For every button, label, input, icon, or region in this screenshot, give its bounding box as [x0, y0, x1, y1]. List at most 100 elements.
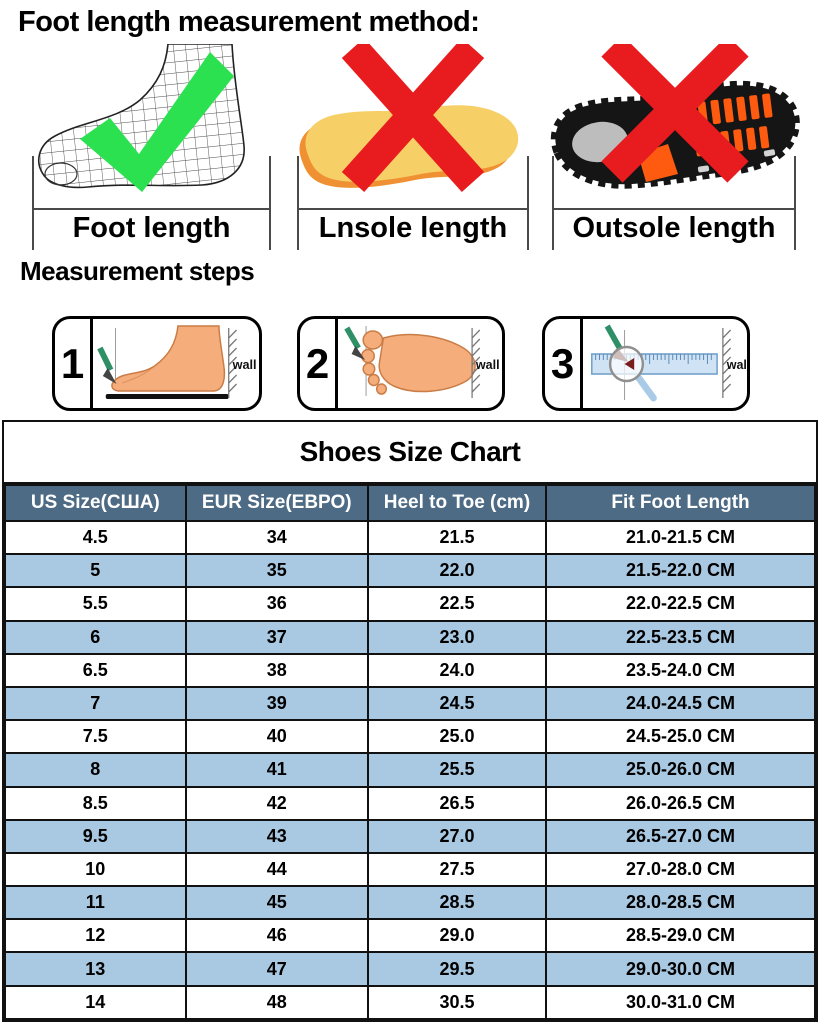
table-cell: 5.5	[4, 586, 187, 622]
panel-label: Lnsole length	[318, 212, 508, 244]
table-cell: 22.0	[366, 553, 548, 589]
column-header: Heel to Toe (cm)	[366, 484, 548, 522]
table-cell: 38	[184, 652, 369, 688]
panel-label: Outsole length	[572, 212, 776, 244]
table-cell: 34	[184, 519, 369, 556]
table-row: 7 39 24.5 24.0-24.5 CM	[4, 685, 816, 722]
dimension-line	[552, 208, 796, 210]
dimension-line	[527, 156, 529, 250]
step-1: 1 wall	[52, 316, 262, 411]
table-cell: 21.5	[366, 519, 548, 556]
table-row: 10 44 27.5 27.0-28.0 CM	[4, 851, 816, 888]
wall-hatch	[722, 328, 732, 398]
table-row: 6 37 23.0 22.5-23.5 CM	[4, 619, 816, 655]
table-row: 8 41 25.5 25.0-26.0 CM	[4, 752, 816, 788]
table-cell: 28.5	[366, 885, 548, 921]
table-cell: 11	[4, 885, 187, 921]
table-cell: 30.0-31.0 CM	[545, 984, 816, 1021]
section-title-method: Foot length measurement method:	[18, 6, 480, 38]
table-cell: 25.5	[366, 752, 548, 788]
table-cell: 40	[184, 719, 369, 755]
table-cell: 26.0-26.5 CM	[545, 785, 816, 821]
table-cell: 28.5-29.0 CM	[545, 918, 816, 954]
table-cell: 24.0-24.5 CM	[545, 685, 816, 722]
step-number: 3	[545, 319, 583, 408]
table-row: 13 47 29.5 29.0-30.0 CM	[4, 951, 816, 987]
table-cell: 26.5	[366, 785, 548, 821]
table-cell: 22.5	[366, 586, 548, 622]
foot-side-illustration	[111, 325, 226, 392]
table-cell: 22.0-22.5 CM	[545, 586, 816, 622]
table-row: 11 45 28.5 28.0-28.5 CM	[4, 885, 816, 921]
dimension-line	[297, 208, 529, 210]
table-cell: 28.0-28.5 CM	[545, 885, 816, 921]
table-cell: 13	[4, 951, 187, 987]
table-row: 12 46 29.0 28.5-29.0 CM	[4, 918, 816, 954]
table-cell: 39	[184, 685, 369, 722]
dimension-line	[269, 156, 271, 250]
table-row: 6.5 38 24.0 23.5-24.0 CM	[4, 652, 816, 688]
table-cell: 8	[4, 752, 187, 788]
table-cell: 23.5-24.0 CM	[545, 652, 816, 688]
table-cell: 21.0-21.5 CM	[545, 519, 816, 556]
table-row: 14 48 30.5 30.0-31.0 CM	[4, 984, 816, 1021]
panel-foot-length: Foot length	[28, 44, 275, 250]
dimension-line	[794, 156, 796, 250]
wall-hatch	[471, 328, 481, 398]
table-cell: 35	[184, 553, 369, 589]
table-cell: 48	[184, 984, 369, 1021]
table-cell: 27.0-28.0 CM	[545, 851, 816, 888]
step-1-illustration: wall	[96, 320, 258, 407]
table-row: 8.5 42 26.5 26.0-26.5 CM	[4, 785, 816, 821]
magnifier-icon	[608, 345, 657, 402]
dimension-line	[297, 156, 299, 250]
section-title-steps: Measurement steps	[20, 256, 255, 286]
table-cell: 25.0-26.0 CM	[545, 752, 816, 788]
step-number: 1	[55, 319, 93, 408]
panel-label: Foot length	[72, 212, 231, 244]
table-row: 7.5 40 25.0 24.5-25.0 CM	[4, 719, 816, 755]
table-cell: 27.5	[366, 851, 548, 888]
table-row: 5 35 22.0 21.5-22.0 CM	[4, 553, 816, 589]
table-cell: 43	[184, 818, 369, 854]
insole-illustration	[293, 44, 533, 204]
panel-insole-length: Lnsole length	[293, 44, 533, 250]
table-cell: 25.0	[366, 719, 548, 755]
foot-top-illustration	[361, 330, 476, 395]
wall-label: wall	[726, 357, 746, 372]
table-row: 5.5 36 22.5 22.0-22.5 CM	[4, 586, 816, 622]
table-cell: 22.5-23.5 CM	[545, 619, 816, 655]
column-header: EUR Size(ЕВРО)	[184, 484, 369, 522]
table-cell: 37	[184, 619, 369, 655]
table-cell: 42	[184, 785, 369, 821]
size-table: US Size(США) EUR Size(ЕВРО) Heel to Toe (c…	[4, 484, 816, 1021]
table-cell: 7.5	[4, 719, 187, 755]
table-cell: 23.0	[366, 619, 548, 655]
dimension-line	[552, 156, 554, 250]
step-2: 2 wall	[297, 316, 505, 411]
table-cell: 29.0-30.0 CM	[545, 951, 816, 987]
table-cell: 7	[4, 685, 187, 722]
table-cell: 21.5-22.0 CM	[545, 553, 816, 589]
step-3: 3	[542, 316, 750, 411]
table-cell: 6	[4, 619, 187, 655]
table-cell: 47	[184, 951, 369, 987]
table-cell: 30.5	[366, 984, 548, 1021]
table-cell: 41	[184, 752, 369, 788]
outsole-illustration	[548, 44, 800, 204]
table-cell: 10	[4, 851, 187, 888]
table-cell: 24.5-25.0 CM	[545, 719, 816, 755]
wall-label: wall	[232, 357, 257, 372]
table-row: 9.5 43 27.0 26.5-27.0 CM	[4, 818, 816, 854]
chart-title: Shoes Size Chart	[4, 422, 816, 484]
column-header: US Size(США)	[4, 484, 187, 522]
table-row: 4.5 34 21.5 21.0-21.5 CM	[4, 519, 816, 556]
table-cell: 45	[184, 885, 369, 921]
table-cell: 14	[4, 984, 187, 1021]
table-cell: 36	[184, 586, 369, 622]
table-cell: 9.5	[4, 818, 187, 854]
table-cell: 26.5-27.0 CM	[545, 818, 816, 854]
table-cell: 4.5	[4, 519, 187, 556]
table-cell: 29.5	[366, 951, 548, 987]
